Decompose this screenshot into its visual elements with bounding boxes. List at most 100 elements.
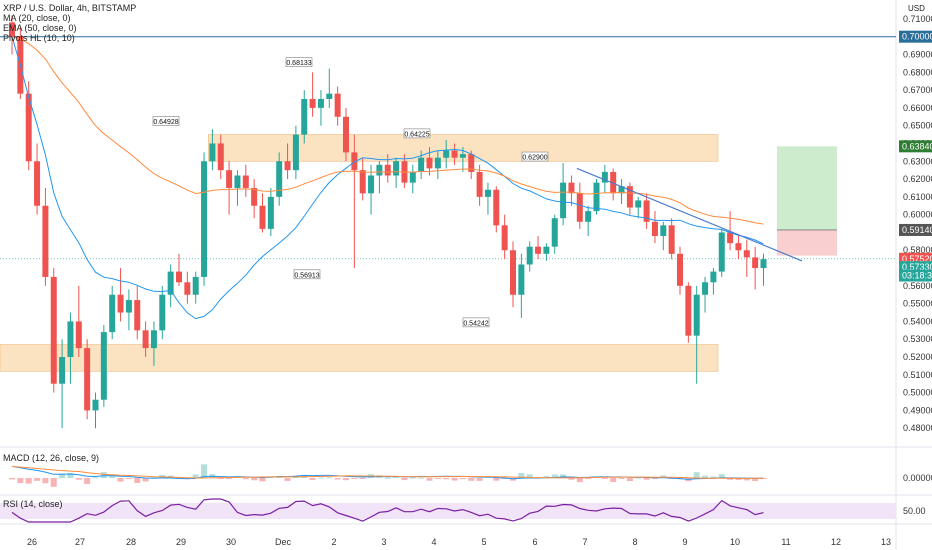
macd-histogram-bar <box>401 478 408 481</box>
candle-body <box>192 276 199 295</box>
level-price-tag: 0.70000 <box>899 30 932 43</box>
macd-histogram-bar <box>643 478 650 480</box>
candle-body <box>359 170 366 194</box>
pivot-label: 0.68133 <box>285 57 313 67</box>
candle-body <box>376 164 383 176</box>
entry-price-tag-text: 0.59140 <box>902 225 932 235</box>
date-tick-label: 10 <box>730 537 740 547</box>
macd-histogram-bar <box>359 478 366 479</box>
ma-20-line <box>11 36 764 320</box>
macd-histogram-bar <box>459 478 466 480</box>
macd-histogram-bar <box>434 478 441 479</box>
macd-histogram-bar <box>551 474 558 478</box>
candle-body <box>451 150 458 158</box>
candle-body <box>59 357 66 384</box>
candle-body <box>668 225 675 254</box>
candle-body <box>601 171 608 183</box>
candle-body <box>576 193 583 222</box>
current-price-tag: 0.57520 <box>899 252 932 265</box>
candle-body <box>9 22 15 37</box>
candle-body <box>267 196 274 229</box>
candle-body <box>543 246 550 254</box>
candle-body <box>251 187 258 206</box>
candle-body <box>226 170 233 188</box>
candle-body <box>718 232 725 272</box>
pivot-box <box>403 128 431 139</box>
candle-body <box>343 116 349 153</box>
macd-histogram-bar <box>568 478 575 480</box>
candle-body <box>301 98 308 135</box>
entry-price-tag: 0.59140 <box>899 223 932 236</box>
macd-histogram-bar <box>67 472 74 478</box>
position-loss-zone <box>777 229 837 256</box>
macd-histogram-bar <box>317 477 324 479</box>
pivot-value: 0.64928 <box>153 119 178 126</box>
pivot-box <box>152 116 180 126</box>
countdown-tag-text: 03:18:30 <box>902 271 932 281</box>
candle-body <box>242 175 249 188</box>
macd-histogram-bar <box>618 478 625 479</box>
candle-body <box>568 182 575 194</box>
macd-histogram-bar <box>109 475 116 478</box>
candle-body <box>159 294 166 331</box>
ma-legend[interactable]: MA (20, close, 0) <box>3 13 71 23</box>
date-tick-label: 7 <box>582 537 587 547</box>
macd-histogram-bar <box>601 478 608 479</box>
pivots-legend[interactable]: Pivots HL (10, 10) <box>3 33 75 43</box>
target-price-tag-text: 0.63840 <box>902 141 932 151</box>
candle-body <box>334 93 341 117</box>
candle-body <box>434 157 441 169</box>
candle-body <box>167 271 174 295</box>
ema-50-line <box>11 36 764 225</box>
candle-body <box>635 200 642 208</box>
pivot-value: 0.68133 <box>286 60 311 67</box>
macd-signal-line <box>11 465 764 479</box>
macd-histogram-bar <box>17 478 24 484</box>
pivot-box <box>293 269 321 280</box>
candle-body <box>476 171 483 197</box>
pivot-value: 0.64225 <box>404 131 429 138</box>
entry-price-tag-bg <box>899 223 932 236</box>
candle-body <box>484 189 491 197</box>
candle-body <box>501 225 508 251</box>
rsi-legend[interactable]: RSI (14, close) <box>3 499 63 509</box>
macd-legend[interactable]: MACD (12, 26, close, 9) <box>3 453 100 463</box>
date-tick-label: 2 <box>331 537 336 547</box>
candle-body <box>626 186 633 208</box>
candle-body <box>610 171 617 194</box>
candle-body <box>384 164 391 176</box>
candle-body <box>326 93 333 99</box>
macd-histogram-bar <box>125 478 132 479</box>
candle-body <box>92 399 99 411</box>
macd-histogram-bar <box>610 478 617 482</box>
date-tick-label: 28 <box>126 537 136 547</box>
macd-histogram-bar <box>192 474 199 478</box>
candle-body <box>660 225 667 237</box>
candle-body <box>42 205 49 277</box>
currency-label: USD <box>908 4 925 13</box>
macd-histogram-bar <box>326 477 333 479</box>
date-tick-label: 26 <box>27 537 37 547</box>
date-tick-label: Dec <box>275 537 292 547</box>
macd-histogram-bar <box>75 478 82 480</box>
date-tick-label: 4 <box>431 537 436 547</box>
macd-histogram-bar <box>251 478 258 481</box>
macd-histogram-bar <box>718 474 725 478</box>
ema-legend[interactable]: EMA (50, close, 0) <box>3 23 77 33</box>
macd-histogram-bar <box>284 478 291 481</box>
supply-demand-zone <box>0 344 719 372</box>
candle-body <box>109 294 116 333</box>
candle-body <box>217 143 224 171</box>
date-tick-label: 27 <box>75 537 85 547</box>
candle-body <box>651 221 658 237</box>
candle-body <box>393 161 400 176</box>
candle-body <box>125 300 132 313</box>
